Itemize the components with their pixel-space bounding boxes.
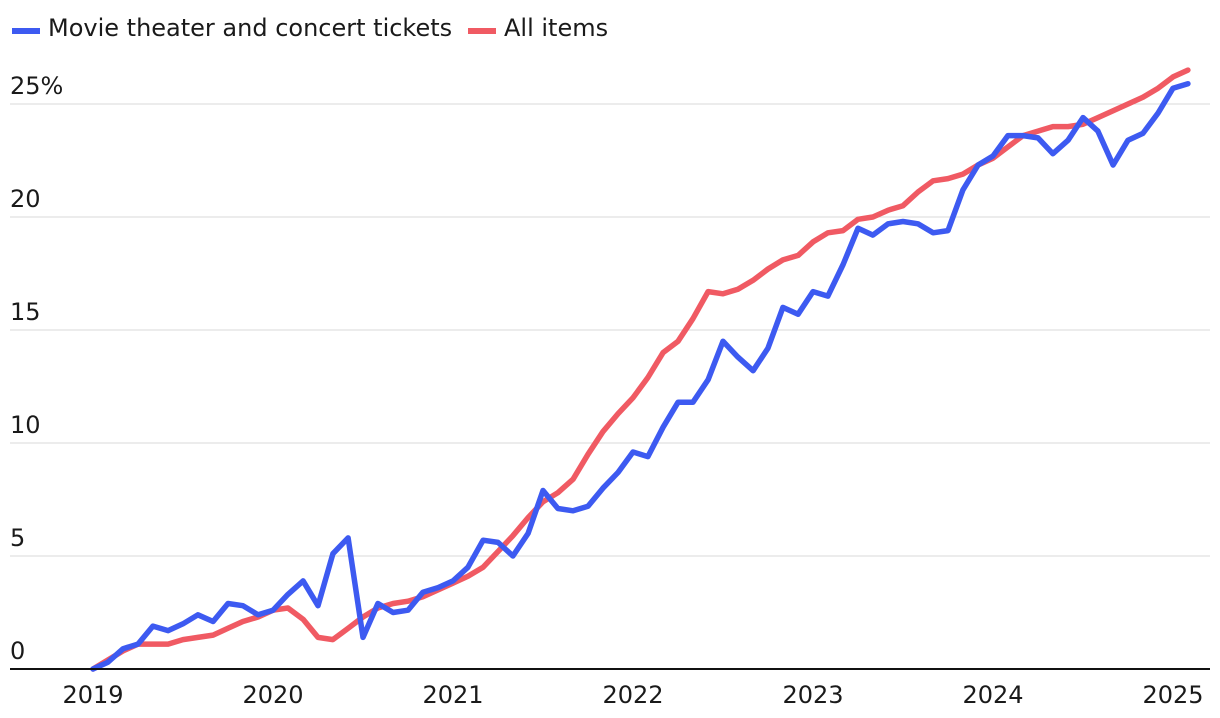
y-tick-label-0: 0 [10, 637, 25, 665]
legend: Movie theater and concert tickets All it… [12, 14, 608, 42]
y-tick-label-10: 10 [10, 411, 41, 439]
series-lines [90, 67, 1191, 672]
x-tick-label-2024: 2024 [962, 681, 1023, 709]
y-tick-label-15: 15 [10, 298, 41, 326]
legend-label-all-items: All items [504, 14, 608, 42]
x-tick-label-2023: 2023 [782, 681, 843, 709]
series-line-all-items [90, 67, 1191, 672]
series-line-movie-tickets [90, 80, 1191, 672]
x-tick-label-2020: 2020 [242, 681, 303, 709]
x-tick-label-2022: 2022 [602, 681, 663, 709]
legend-label-movie-tickets: Movie theater and concert tickets [48, 14, 452, 42]
legend-item-movie-tickets: Movie theater and concert tickets [12, 14, 452, 42]
y-tick-label-20: 20 [10, 185, 41, 213]
x-axis-labels: 2019 2020 2021 2022 2023 2024 2025 [62, 681, 1203, 709]
y-tick-label-25: 25% [10, 72, 63, 100]
x-tick-label-2019: 2019 [62, 681, 123, 709]
x-tick-label-2021: 2021 [422, 681, 483, 709]
legend-item-all-items: All items [468, 14, 608, 42]
gridlines [10, 103, 1210, 557]
x-tick-label-2025: 2025 [1142, 681, 1203, 709]
y-tick-label-5: 5 [10, 524, 25, 552]
y-axis-labels: 0 5 10 15 20 25% [10, 72, 63, 665]
